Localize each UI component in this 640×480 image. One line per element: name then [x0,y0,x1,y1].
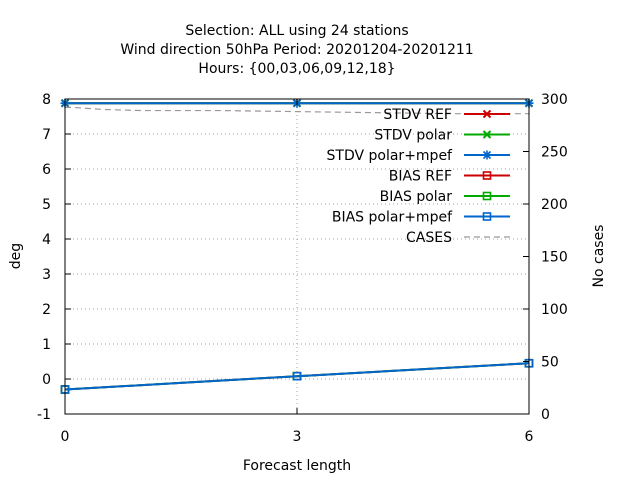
y2-tick-label: 300 [541,92,568,108]
title-line: Selection: ALL using 24 stations [185,23,408,39]
chart-title: Selection: ALL using 24 stations Wind dir… [120,23,473,77]
legend-label: BIAS polar [380,189,453,205]
y2-tick-label: 200 [541,197,568,213]
axis-ticks: -1 0 1 2 3 4 5 6 7 8 0 50 100 150 200 250 300 0 3 6 [37,92,568,445]
y2-tick-label: 250 [541,145,568,161]
y2-tick-label: 50 [541,355,559,371]
legend-label: STDV REF [383,107,452,123]
legend-marker [482,130,492,139]
y-tick-label: 4 [42,232,51,248]
legend-marker [482,212,492,221]
data-point [292,371,302,381]
y-tick-label: 7 [42,127,51,143]
y2-tick-label: 150 [541,250,568,266]
legend-label: CASES [406,230,452,246]
title-line: Wind direction 50hPa Period: 20201204-20… [120,42,473,58]
y-tick-label: 5 [42,197,51,213]
y2-tick-label: 100 [541,302,568,318]
legend: STDV REF STDV polar STDV polar+mpef BIAS RE… [327,107,510,246]
y-tick-label: 8 [42,92,51,108]
series-line [65,106,529,115]
x-axis-label: Forecast length [243,458,351,474]
legend-label: BIAS REF [389,169,452,185]
legend-label: STDV polar+mpef [327,148,454,164]
y2-tick-label: 0 [541,407,550,423]
series-layer [60,98,534,394]
y-tick-label: 1 [42,337,51,353]
x-tick-label: 6 [525,429,534,445]
legend-label: STDV polar [374,128,452,144]
y-axis-label: deg [8,243,24,269]
y-tick-label: 3 [42,267,51,283]
legend-marker [482,191,492,201]
y-tick-label: -1 [37,407,51,423]
legend-label: BIAS polar+mpef [332,210,453,226]
legend-marker [482,171,492,180]
x-tick-label: 3 [293,429,302,445]
legend-marker [482,109,492,119]
y2-axis-label: No cases [591,225,607,288]
series-line [64,362,530,391]
title-line: Hours: {00,03,06,09,12,18} [198,61,395,77]
y-tick-label: 0 [42,372,51,388]
y-tick-label: 2 [42,302,51,318]
y-tick-label: 6 [42,162,51,178]
x-tick-label: 0 [61,429,70,445]
legend-marker [482,150,492,160]
